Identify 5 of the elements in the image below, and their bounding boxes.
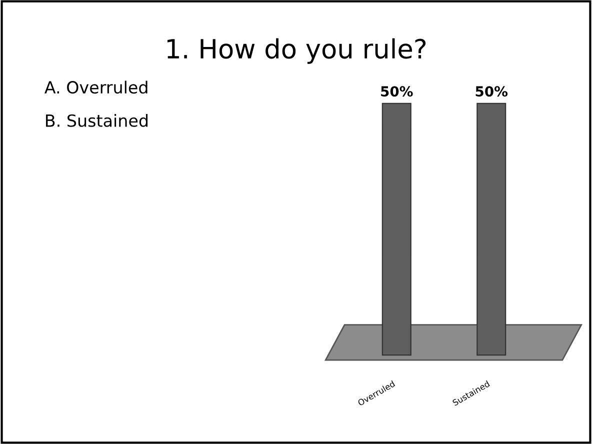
data-label: 50% (381, 86, 413, 97)
data-label: 50% (476, 86, 508, 97)
text: A. Overruled (44, 80, 148, 94)
chart-title: 1. How do you rule? (167, 38, 426, 64)
text: B. Sustained (46, 114, 148, 127)
